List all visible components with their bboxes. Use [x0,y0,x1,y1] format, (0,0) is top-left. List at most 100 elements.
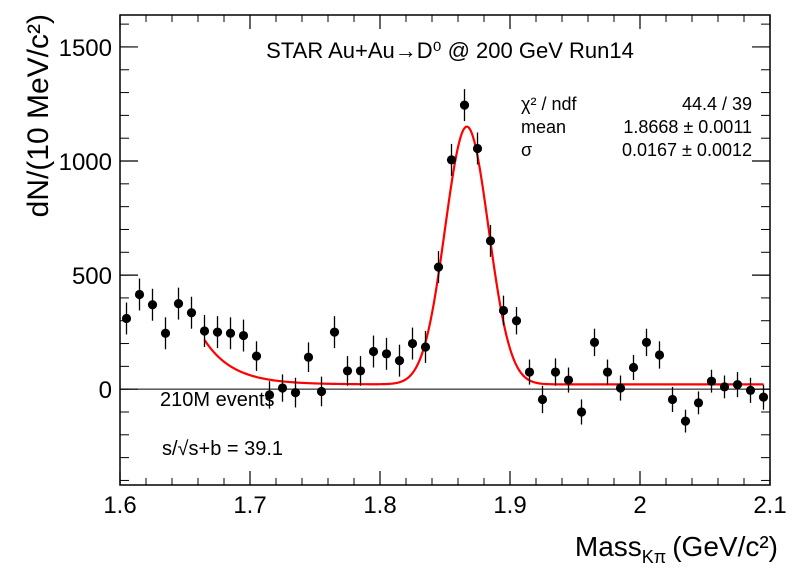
fit-curve [203,125,764,386]
data-point [758,384,769,410]
data-point [264,381,275,409]
data-marker [550,367,561,377]
data-point [329,316,340,349]
data-marker [537,394,548,405]
significance-annotation: s/√s+b = 39.1 [162,438,283,460]
y-ticks: 0 500 1000 1500 [59,23,770,481]
data-marker [602,367,613,377]
data-marker [654,350,665,360]
data-point [485,224,496,257]
data-marker [641,337,652,348]
data-point [550,358,561,386]
data-marker [134,289,145,300]
data-point [355,356,366,386]
data-marker [732,380,743,390]
data-marker [459,100,470,110]
data-marker [251,351,262,361]
data-marker [680,416,691,426]
data-point [225,317,236,350]
data-point [342,356,353,386]
data-point [290,377,301,408]
data-point [368,335,379,368]
data-marker [147,300,158,310]
data-point [433,251,444,284]
data-point [238,319,249,352]
data-point [745,377,756,403]
data-marker [355,366,366,376]
x-tick-label: 1.7 [233,492,266,519]
data-point [667,386,678,412]
data-point [524,359,535,385]
data-marker [368,346,379,357]
data-marker [524,367,535,377]
fit-stat-value-mean: 1.8668 ± 0.0011 [623,117,752,137]
data-marker [498,305,509,316]
data-point [212,316,223,349]
data-points-layer [121,89,769,433]
chart-title: STAR Au+Au→D⁰ @ 200 GeV Run14 [266,38,634,63]
plot-frame [119,14,771,486]
fit-stat-label-chi2: χ² / ndf [521,94,577,114]
data-marker [667,394,678,405]
data-point [459,89,470,122]
data-marker [485,236,496,246]
data-marker [511,316,522,326]
data-marker [758,392,769,402]
fit-stat-label-mean: mean [521,117,566,137]
x-axis-title: MassKπ (GeV/c²) [575,531,778,567]
data-point [732,372,743,398]
data-point [641,328,652,357]
x-axis-title-unit: (GeV/c²) [672,531,778,562]
data-point [407,327,418,360]
data-point [446,143,457,176]
data-point [277,374,288,402]
data-marker [745,385,756,395]
data-marker [563,375,574,385]
data-marker [277,383,288,393]
data-point [472,132,483,165]
data-point [147,288,158,321]
data-point [589,328,600,357]
x-axis-title-main: Mass [575,531,642,562]
data-marker [186,308,197,318]
x-tick-label: 1.8 [363,492,396,519]
data-point [628,354,639,381]
fit-stats-box: χ² / ndf 44.4 / 39 mean 1.8668 ± 0.0011 … [521,94,752,160]
data-marker [615,383,626,393]
y-tick-label: 1500 [59,35,112,62]
data-marker [693,398,704,408]
data-point [381,337,392,370]
data-point [615,375,626,401]
data-marker [589,337,600,348]
data-marker [264,390,275,400]
data-point [121,302,132,335]
data-point [394,344,405,377]
data-marker [394,356,405,366]
data-marker [316,386,327,397]
data-point [602,359,613,385]
data-marker [472,143,483,154]
data-point [199,315,210,347]
data-point [134,278,145,311]
data-marker [420,342,431,352]
y-tick-label: 1000 [59,149,112,176]
data-marker [342,366,353,376]
data-point [537,385,548,414]
data-marker [199,326,210,336]
data-point [563,367,574,393]
data-point [160,317,171,350]
fit-stat-value-sigma: 0.0167 ± 0.0012 [622,140,752,160]
x-ticks: 1.6 1.7 1.8 1.9 2 2.1 [103,15,787,519]
data-point [251,341,262,371]
data-marker [381,349,392,359]
y-tick-label: 500 [72,263,112,290]
fit-layer [203,125,764,386]
data-point [173,287,184,320]
data-marker [628,362,639,373]
fit-stat-label-sigma: σ [521,140,532,160]
data-point [498,295,509,326]
data-marker [446,155,457,165]
data-point [576,399,587,425]
data-point [693,391,704,415]
data-point [719,375,730,399]
